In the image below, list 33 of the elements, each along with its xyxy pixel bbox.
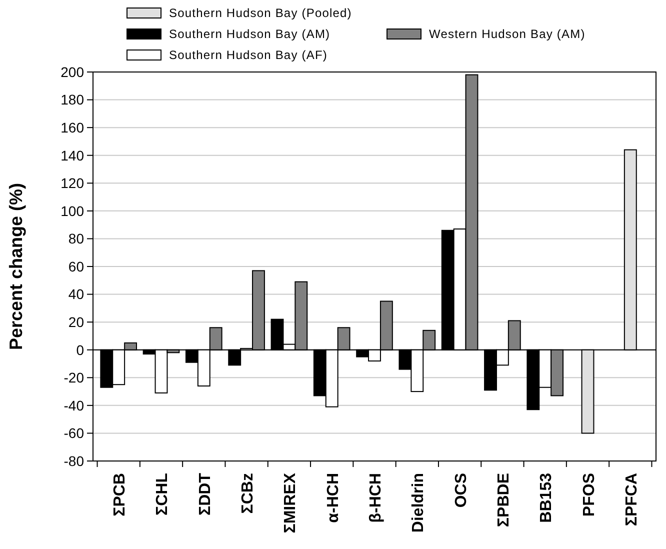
y-tick-label: 120 [60,175,84,192]
x-tick-label: ΣDDT [196,472,214,516]
y-tick-label: -40 [64,397,84,414]
y-tick-label: 100 [60,202,84,219]
x-tick-label: ΣPFCA [623,472,640,526]
y-tick-label: -60 [64,425,84,442]
y-axis-title: Percent change (%) [6,182,26,350]
y-tick-label: 200 [60,64,84,80]
y-tick-label: 0 [76,342,84,358]
y-tick-label: 180 [60,92,84,108]
y-tick-label: 140 [60,147,84,164]
x-tick-label: ΣPBDE [495,472,512,528]
legend-label: Western Hudson Bay (AM) [429,27,586,41]
x-tick-label: α-HCH [324,473,342,523]
y-tick-label: 80 [68,230,84,247]
x-tick-label: PFOS [580,472,598,517]
y-tick-label: 40 [68,286,84,302]
y-tick-label: 160 [60,119,84,136]
x-tick-label: ΣMIREX [282,472,300,534]
x-tick-label: Dieldrin [410,473,428,533]
legend-label: Southern Hudson Bay (AM) [169,27,330,41]
x-tick-label: BB153 [538,472,556,523]
y-tick-label: -80 [64,452,84,469]
y-tick-label: 60 [68,258,84,274]
x-tick-label: OCS [452,472,470,508]
x-tick-label: ΣPCB [112,473,129,516]
legend-label: Southern Hudson Bay (AF) [169,48,328,62]
y-tick-label: 20 [68,314,84,330]
x-tick-label: β-HCH [368,473,384,523]
legend-label: Southern Hudson Bay (Pooled) [169,6,352,20]
y-tick-label: -20 [64,370,84,386]
x-tick-label: ΣCHL [154,472,172,516]
x-tick-label: ΣCBz [240,473,257,514]
